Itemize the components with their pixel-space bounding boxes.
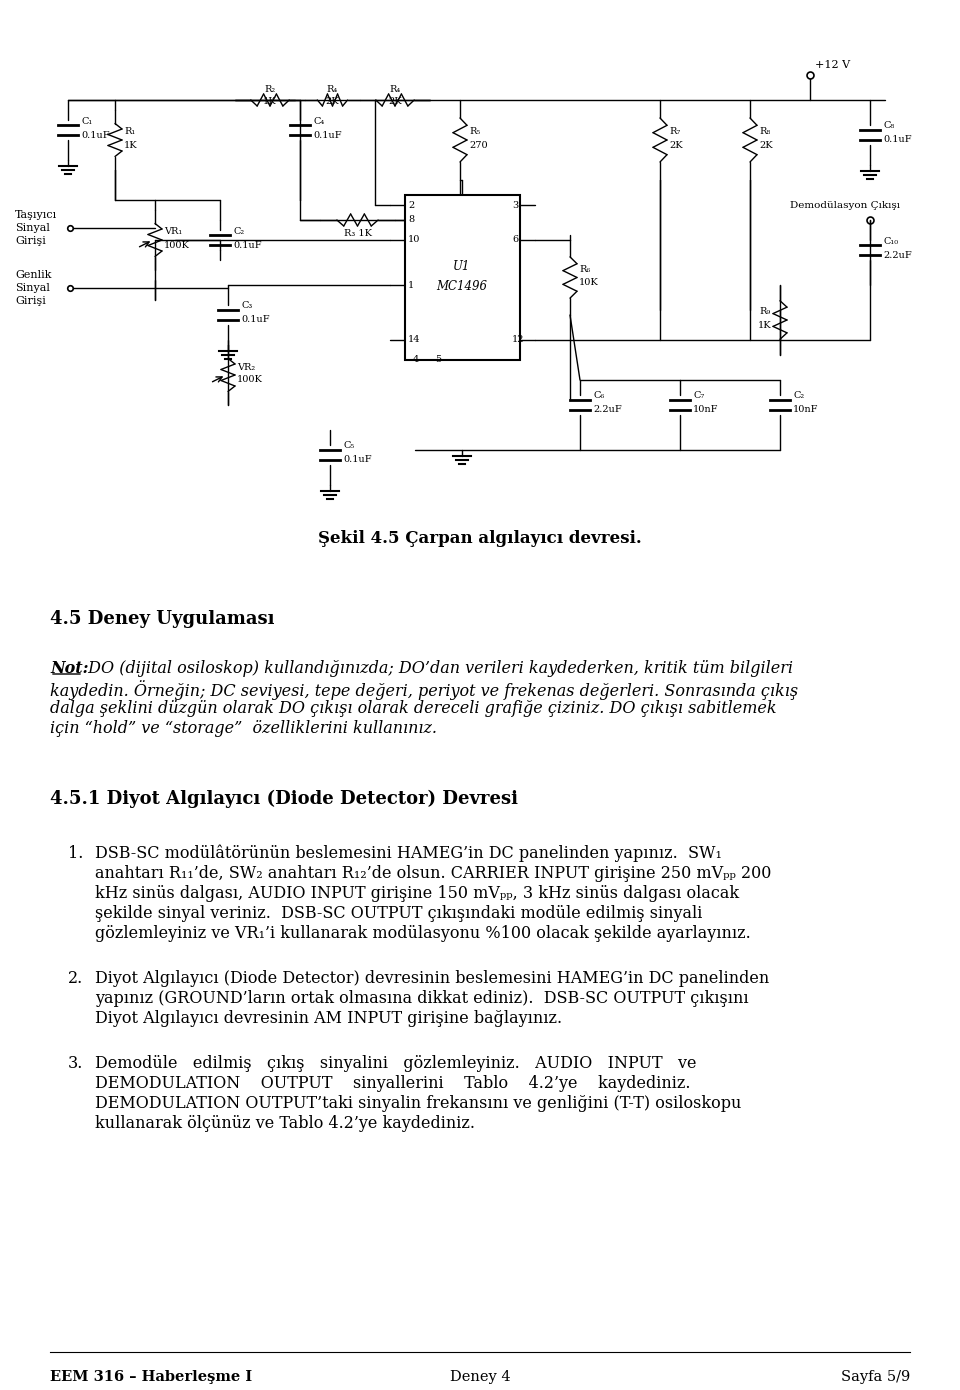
Text: C₂: C₂ [233,227,244,235]
Text: C₄: C₄ [313,117,324,125]
Text: 0.1uF: 0.1uF [81,131,109,139]
Text: Sinyal: Sinyal [15,222,50,234]
Text: R₂: R₂ [264,86,276,95]
Text: 1K: 1K [757,321,771,329]
Text: 100K: 100K [164,240,190,249]
Text: 1K: 1K [124,140,137,150]
Text: anahtarı R₁₁’de, SW₂ anahtarı R₁₂’de olsun. CARRIER INPUT girişine 250 mVₚₚ 200: anahtarı R₁₁’de, SW₂ anahtarı R₁₂’de ols… [95,865,772,883]
Text: 4.5 Deney Uygulaması: 4.5 Deney Uygulaması [50,610,275,628]
Text: 2.2uF: 2.2uF [593,406,622,414]
Text: 2.2uF: 2.2uF [883,250,912,260]
Text: 0.1uF: 0.1uF [313,131,342,139]
Text: yapınız (GROUND’ların ortak olmasına dikkat ediniz).  DSB-SC OUTPUT çıkışını: yapınız (GROUND’ların ortak olmasına dik… [95,990,749,1006]
Text: gözlemleyiniz ve VR₁’i kullanarak modülasyonu %100 olacak şekilde ayarlayınız.: gözlemleyiniz ve VR₁’i kullanarak modüla… [95,924,751,942]
Text: 3.: 3. [68,1055,84,1072]
Text: dalga şeklini düzgün olarak DO çıkışı olarak dereceli grafiğe çiziniz. DO çıkışı: dalga şeklini düzgün olarak DO çıkışı ol… [50,701,777,717]
Text: Diyot Algılayıcı devresinin AM INPUT girişine bağlayınız.: Diyot Algılayıcı devresinin AM INPUT gir… [95,1011,563,1027]
Text: R₅: R₅ [469,128,480,136]
Text: DO (dijital osiloskop) kullandığınızda; DO’dan verileri kaydederken, kritik tüm : DO (dijital osiloskop) kullandığınızda; … [83,660,793,677]
Text: 4.5.1 Diyot Algılayıcı (Diode Detector) Devresi: 4.5.1 Diyot Algılayıcı (Diode Detector) … [50,790,518,808]
Text: 5: 5 [435,354,442,364]
Text: MC1496: MC1496 [437,281,488,293]
Text: 10: 10 [408,235,420,245]
Text: 0.1uF: 0.1uF [233,240,262,249]
Text: R₃ 1K: R₃ 1K [344,229,372,239]
Text: C₆: C₆ [593,392,605,400]
Text: EEM 316 – Haberleşme I: EEM 316 – Haberleşme I [50,1371,252,1384]
Text: R₆: R₆ [579,265,590,274]
Text: şekilde sinyal veriniz.  DSB-SC OUTPUT çıkışındaki modüle edilmiş sinyali: şekilde sinyal veriniz. DSB-SC OUTPUT çı… [95,905,703,922]
Text: 2K: 2K [759,140,773,150]
Text: kaydedin. Örneğin; DC seviyesi, tepe değeri, periyot ve frekenas değerleri. Sonr: kaydedin. Örneğin; DC seviyesi, tepe değ… [50,680,798,701]
Text: C₁₀: C₁₀ [883,236,899,246]
Text: +12 V: +12 V [815,60,851,70]
Text: Genlik: Genlik [15,270,52,279]
Text: 2K: 2K [388,96,402,106]
Text: C₂: C₂ [793,392,804,400]
Text: Sayfa 5/9: Sayfa 5/9 [841,1371,910,1384]
Text: Taşıyıcı: Taşıyıcı [15,210,58,220]
Text: VR₂: VR₂ [237,363,255,371]
Text: DEMODULATION    OUTPUT    sinyallerini    Tablo    4.2’ye    kaydediniz.: DEMODULATION OUTPUT sinyallerini Tablo 4… [95,1074,690,1093]
Text: C₈: C₈ [883,121,895,131]
Text: R₉: R₉ [759,307,771,317]
Text: Girişi: Girişi [15,296,46,306]
Bar [405,195,520,360]
Text: Not:: Not: [50,660,88,677]
Text: 2K: 2K [325,96,339,106]
Text: 6: 6 [512,235,518,245]
Text: 3: 3 [512,200,518,210]
Text: R₄: R₄ [326,86,338,95]
Text: 2K: 2K [669,140,683,150]
Text: 1K: 1K [263,96,276,106]
Text: Sinyal: Sinyal [15,284,50,293]
Text: DSB-SC modülâtörünün beslemesini HAMEG’in DC panelinden yapınız.  SW₁: DSB-SC modülâtörünün beslemesini HAMEG’i… [95,845,722,863]
Text: R₄: R₄ [390,86,400,95]
Text: kullanarak ölçünüz ve Tablo 4.2’ye kaydediniz.: kullanarak ölçünüz ve Tablo 4.2’ye kayde… [95,1115,475,1131]
Text: 0.1uF: 0.1uF [883,135,912,145]
Text: kHz sinüs dalgası, AUDIO INPUT girişine 150 mVₚₚ, 3 kHz sinüs dalgası olacak: kHz sinüs dalgası, AUDIO INPUT girişine … [95,885,739,902]
Text: Diyot Algılayıcı (Diode Detector) devresinin beslemesini HAMEG’in DC panelinden: Diyot Algılayıcı (Diode Detector) devres… [95,970,769,987]
Text: 1: 1 [408,281,415,289]
Text: 100K: 100K [237,375,263,385]
Text: için “hold” ve “storage”  özelliklerini kullanınız.: için “hold” ve “storage” özelliklerini k… [50,720,437,737]
Text: C₁: C₁ [81,117,92,125]
Text: C₅: C₅ [343,442,354,450]
Text: R₈: R₈ [759,128,770,136]
Text: Şekil 4.5 Çarpan algılayıcı devresi.: Şekil 4.5 Çarpan algılayıcı devresi. [318,530,642,548]
Text: Demodülasyon Çıkışı: Demodülasyon Çıkışı [790,200,900,210]
Text: DEMODULATION OUTPUT’taki sinyalin frekansını ve genliğini (T-T) osiloskopu: DEMODULATION OUTPUT’taki sinyalin frekan… [95,1095,741,1112]
Text: 14: 14 [408,335,420,345]
Text: Demodüle   edilmiş   çıkış   sinyalini   gözlemleyiniz.   AUDIO   INPUT   ve: Demodüle edilmiş çıkış sinyalini gözleml… [95,1055,697,1072]
Text: C₃: C₃ [241,302,252,310]
Text: 2.: 2. [68,970,84,987]
Text: U1: U1 [453,260,470,274]
Text: C₇: C₇ [693,392,705,400]
Text: VR₁: VR₁ [164,228,182,236]
Text: 270: 270 [469,140,488,150]
Text: 0.1uF: 0.1uF [241,316,270,324]
Text: 10nF: 10nF [793,406,819,414]
Text: Girişi: Girişi [15,236,46,246]
Text: 2: 2 [408,200,415,210]
Text: 8: 8 [408,215,414,225]
Text: 4: 4 [413,354,420,364]
Text: 10K: 10K [579,278,599,286]
Text: 0.1uF: 0.1uF [343,456,372,464]
Text: R₁: R₁ [124,128,135,136]
Text: 10nF: 10nF [693,406,718,414]
Text: 1.: 1. [68,845,84,862]
Text: Deney 4: Deney 4 [449,1371,511,1384]
Text: R₇: R₇ [669,128,681,136]
Text: 12: 12 [512,335,524,345]
